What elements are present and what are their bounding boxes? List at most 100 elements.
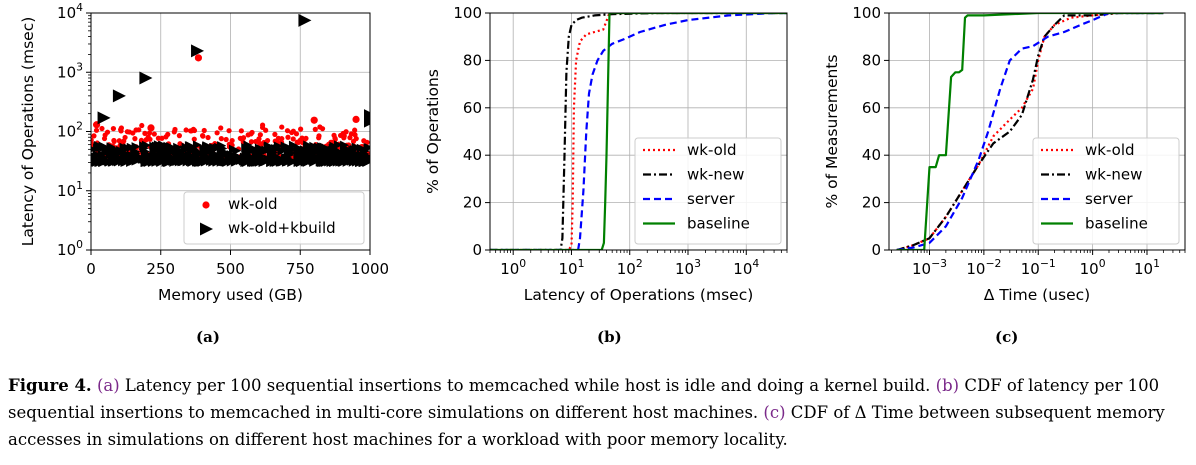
point: [310, 142, 320, 152]
point: [194, 54, 203, 62]
point: [147, 124, 155, 132]
point: [258, 157, 268, 167]
series-line-wk-new: [490, 13, 787, 250]
point: [191, 136, 197, 142]
point: [177, 156, 187, 166]
y-tick-label: 40: [463, 146, 482, 164]
y-tick-label: 104: [57, 1, 83, 22]
caption-fragment: CDF of Δ Time between subsequent memory …: [8, 403, 1165, 449]
point: [310, 116, 318, 124]
point: [281, 153, 291, 163]
point: [190, 126, 197, 132]
point: [91, 137, 94, 143]
point: [245, 144, 255, 154]
legend-label: baseline: [1085, 215, 1148, 233]
point: [176, 133, 182, 139]
point: [318, 157, 328, 167]
legend: wk-old wk-new server baseline: [1032, 137, 1180, 245]
point: [297, 137, 303, 143]
y-tick-label: 80: [463, 51, 482, 69]
legend-label: baseline: [687, 215, 750, 233]
point: [97, 111, 111, 125]
legend-box: [183, 191, 365, 245]
point: [165, 151, 175, 161]
y-tick-label: 101: [57, 179, 83, 200]
point: [155, 135, 161, 141]
point: [266, 157, 276, 167]
point: [158, 140, 168, 150]
point: [177, 141, 183, 147]
plot-frame: [888, 12, 1186, 251]
legend: wk-old wk-old+kbuild: [183, 191, 365, 245]
x-tick-label: 100: [500, 257, 526, 278]
point: [286, 145, 296, 155]
legend-label: wk-old+kbuild: [228, 219, 336, 237]
series-line-wk-new: [896, 13, 1164, 250]
point: [332, 157, 342, 167]
y-axis-label: Latency of Operations (msec): [19, 17, 37, 247]
point: [303, 135, 309, 141]
point: [317, 124, 323, 130]
point: [301, 153, 311, 163]
point: [352, 127, 358, 133]
plot-area: [896, 13, 1164, 250]
x-axis-label: Memory used (GB): [158, 286, 303, 304]
point: [328, 143, 338, 153]
y-tick-label: 100: [852, 4, 881, 22]
y-tick-label: 100: [453, 4, 482, 22]
point: [355, 157, 365, 167]
x-tick-label: 103: [675, 257, 701, 278]
point: [111, 138, 117, 144]
point: [132, 136, 138, 142]
point: [271, 144, 281, 154]
point: [293, 131, 300, 137]
x-tick-label: 1000: [351, 260, 389, 278]
point: [337, 132, 344, 139]
legend-box: [1032, 137, 1180, 245]
x-tick-label: 750: [286, 260, 315, 278]
legend: wk-old wk-new server baseline: [634, 137, 782, 245]
caption-ref: (a): [96, 376, 120, 395]
point: [249, 145, 259, 155]
y-tick-label: 80: [862, 51, 881, 69]
point: [259, 124, 266, 131]
plot-area: [490, 13, 787, 250]
series-line-wk-old: [490, 13, 787, 250]
point: [331, 147, 341, 157]
caption-fragment: CDF of latency per 100 sequential insert…: [8, 376, 1160, 422]
point: [110, 126, 117, 132]
series-line-server: [896, 13, 1164, 250]
point: [123, 143, 133, 153]
series-line-baseline: [896, 13, 1164, 250]
x-tick-label: 10−1: [1021, 257, 1056, 278]
subfigure-label-a: (a): [196, 328, 220, 346]
point: [187, 157, 197, 167]
legend-marker: [202, 201, 210, 209]
point: [118, 125, 124, 131]
point: [139, 122, 145, 129]
caption-ref: (c): [763, 403, 786, 422]
point: [334, 152, 344, 162]
point: [204, 146, 214, 156]
caption-text: (a) Latency per 100 sequential insertion…: [8, 376, 1165, 449]
point: [152, 141, 162, 151]
series-wk-old+kbuild: [91, 13, 370, 167]
x-tick-label: 102: [617, 257, 643, 278]
legend-box: [634, 137, 782, 245]
point: [248, 131, 254, 137]
point: [351, 142, 361, 152]
x-tick-label: 500: [216, 260, 245, 278]
series-line-baseline: [490, 13, 787, 250]
series-line-wk-old: [896, 13, 1164, 250]
legend-label: server: [1085, 190, 1133, 208]
point: [342, 148, 352, 158]
x-axis-label: Latency of Operations (msec): [524, 286, 754, 304]
point: [287, 157, 297, 167]
point: [139, 71, 153, 85]
point: [298, 13, 312, 27]
point: [343, 129, 349, 135]
point: [147, 136, 153, 142]
y-tick-label: 100: [57, 238, 83, 259]
point: [223, 136, 229, 143]
x-tick-label: 10−3: [912, 257, 947, 278]
